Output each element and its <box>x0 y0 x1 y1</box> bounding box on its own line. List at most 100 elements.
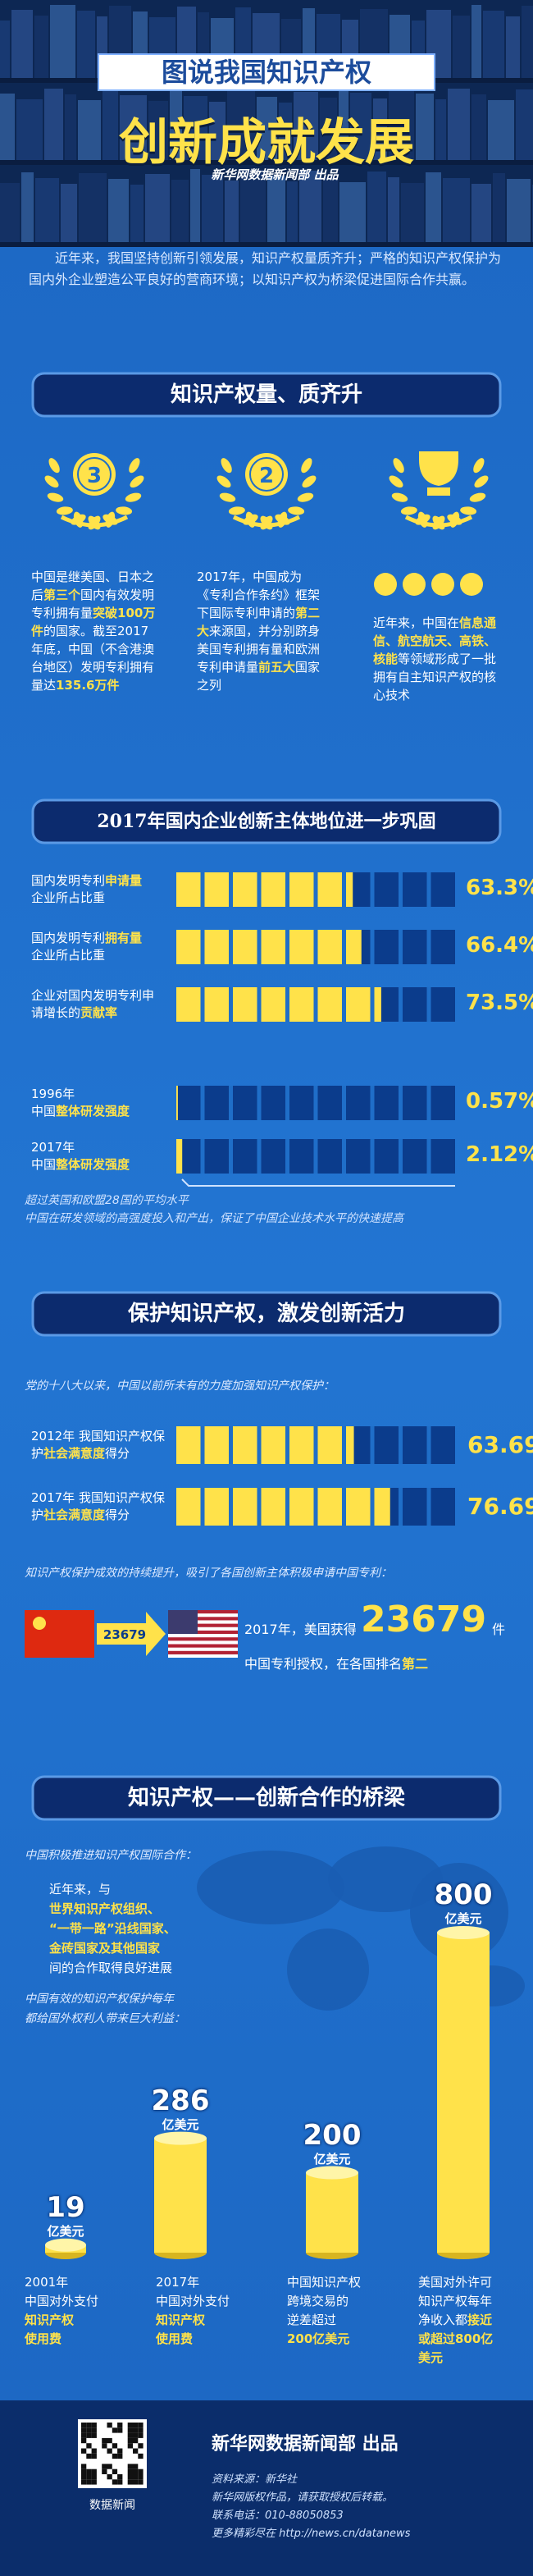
us-stripe <box>168 1650 238 1654</box>
bar-gap <box>200 930 205 964</box>
laurel-leaf <box>48 458 60 474</box>
book <box>299 171 321 242</box>
qr-cell <box>133 2423 139 2428</box>
qr-cell <box>86 2423 92 2428</box>
bar-track <box>261 1086 285 1120</box>
bar-gap <box>426 987 431 1022</box>
bar-track <box>374 930 399 964</box>
value-label: 0.57% <box>466 1089 533 1114</box>
bar-gap <box>399 872 403 907</box>
row-label: 国内发明专利拥有量企业所占比重 <box>31 930 154 964</box>
bar-gap <box>399 987 403 1022</box>
laurel-leaf <box>228 506 245 515</box>
bar-track <box>430 872 455 907</box>
qr-cell <box>107 2448 112 2454</box>
bar-track <box>346 1086 371 1120</box>
book <box>443 178 470 242</box>
bar-gap <box>426 1488 431 1526</box>
highlight-text: 第二大 <box>197 606 321 638</box>
bar-gap <box>313 1488 318 1526</box>
bar-gap <box>342 987 346 1022</box>
bar-gap <box>257 987 262 1022</box>
highlight-text: 拥有量 <box>105 931 143 945</box>
qr-cell <box>117 2474 123 2480</box>
us-stripe <box>168 1644 238 1648</box>
bar-gap <box>426 1086 431 1120</box>
cylinder-top <box>45 2238 86 2252</box>
qr-cell <box>86 2432 92 2438</box>
row-label: 1996年 中国整体研发强度 <box>31 1086 154 1120</box>
highlight-text: 社会满意度 <box>43 1508 106 1522</box>
qr-cell <box>91 2423 97 2428</box>
laurel-leaf <box>288 506 305 515</box>
line: 知识产权 <box>156 2311 262 2330</box>
highlight-text: 社会满意度 <box>43 1446 106 1461</box>
text: 美国对外许可 <box>418 2275 493 2290</box>
book <box>388 177 399 242</box>
book <box>522 6 533 78</box>
line: 逆差超过 <box>287 2311 394 2330</box>
text: 企业对国内发明专利申请增长的 <box>31 988 155 1020</box>
bar-value: 19 <box>46 2190 85 2224</box>
banner <box>31 798 502 844</box>
book <box>0 94 15 160</box>
qr-cell <box>86 2468 92 2474</box>
line: 200亿美元 <box>287 2330 394 2349</box>
text: 2001年 <box>25 2275 69 2290</box>
cylinder-top <box>306 2166 358 2180</box>
line: 知识产权每年 <box>418 2292 525 2311</box>
qr-cell <box>117 2427 123 2433</box>
line: 使用费 <box>156 2330 262 2349</box>
book <box>209 102 226 160</box>
qr-cell <box>102 2464 107 2469</box>
book <box>79 173 107 242</box>
book <box>61 184 77 242</box>
bar-track <box>403 930 427 964</box>
bar-track <box>289 1086 314 1120</box>
qr-cell <box>133 2427 139 2433</box>
patent-unit: 件 <box>492 1622 506 1637</box>
book <box>120 95 147 160</box>
bar-caption: 2017年 中国对外支付 知识产权 使用费 <box>156 2273 262 2349</box>
bar-gap <box>370 1488 375 1526</box>
footer-line: 更多精彩尽在 http://news.cn/datanews <box>212 2528 411 2540</box>
book <box>190 169 200 242</box>
qr-cell <box>138 2427 144 2433</box>
highlight-text: 整体研发强度 <box>56 1104 130 1119</box>
laurel-leaf <box>260 515 273 530</box>
book <box>320 98 337 160</box>
book <box>373 98 387 160</box>
laurel-leaf <box>389 475 403 488</box>
footer-line: 联系电话：010-88050853 <box>212 2510 344 2522</box>
bar-unit: 亿美元 <box>313 2151 351 2166</box>
book <box>472 184 491 242</box>
line: 使用费 <box>25 2330 131 2349</box>
qr-cell <box>133 2432 139 2438</box>
line: 跨境交易的 <box>287 2292 394 2311</box>
bar <box>176 1086 178 1120</box>
text: 国家之列 <box>197 660 321 693</box>
highlight-text: 使用费 <box>25 2331 62 2346</box>
footer-line: 新华网版权作品，请获取授权后转载。 <box>212 2491 394 2504</box>
highlight-text: 知识产权 <box>25 2313 75 2327</box>
bar-gap <box>342 1086 346 1120</box>
book <box>170 90 182 160</box>
bar-gap <box>399 930 403 964</box>
intro: 近年来，我国坚持创新引领发展，知识产权量质齐升；严格的知识产权保护为国内外企业塑… <box>29 250 502 287</box>
us-stripe <box>168 1637 238 1641</box>
bar-gap <box>285 930 289 964</box>
bar-track <box>430 1139 455 1174</box>
bar-gap <box>370 1426 375 1464</box>
bar-track <box>374 1086 399 1120</box>
medal-inner <box>77 457 112 492</box>
credit: 新华网数据新闻部 出品 <box>211 167 339 182</box>
bar-track <box>403 1086 427 1120</box>
qr-cell <box>107 2474 112 2480</box>
book <box>21 172 34 242</box>
trophy <box>419 451 458 486</box>
highlight-text: 整体研发强度 <box>56 1157 130 1172</box>
book <box>227 91 255 160</box>
bar-gap <box>257 872 262 907</box>
book <box>389 88 414 160</box>
